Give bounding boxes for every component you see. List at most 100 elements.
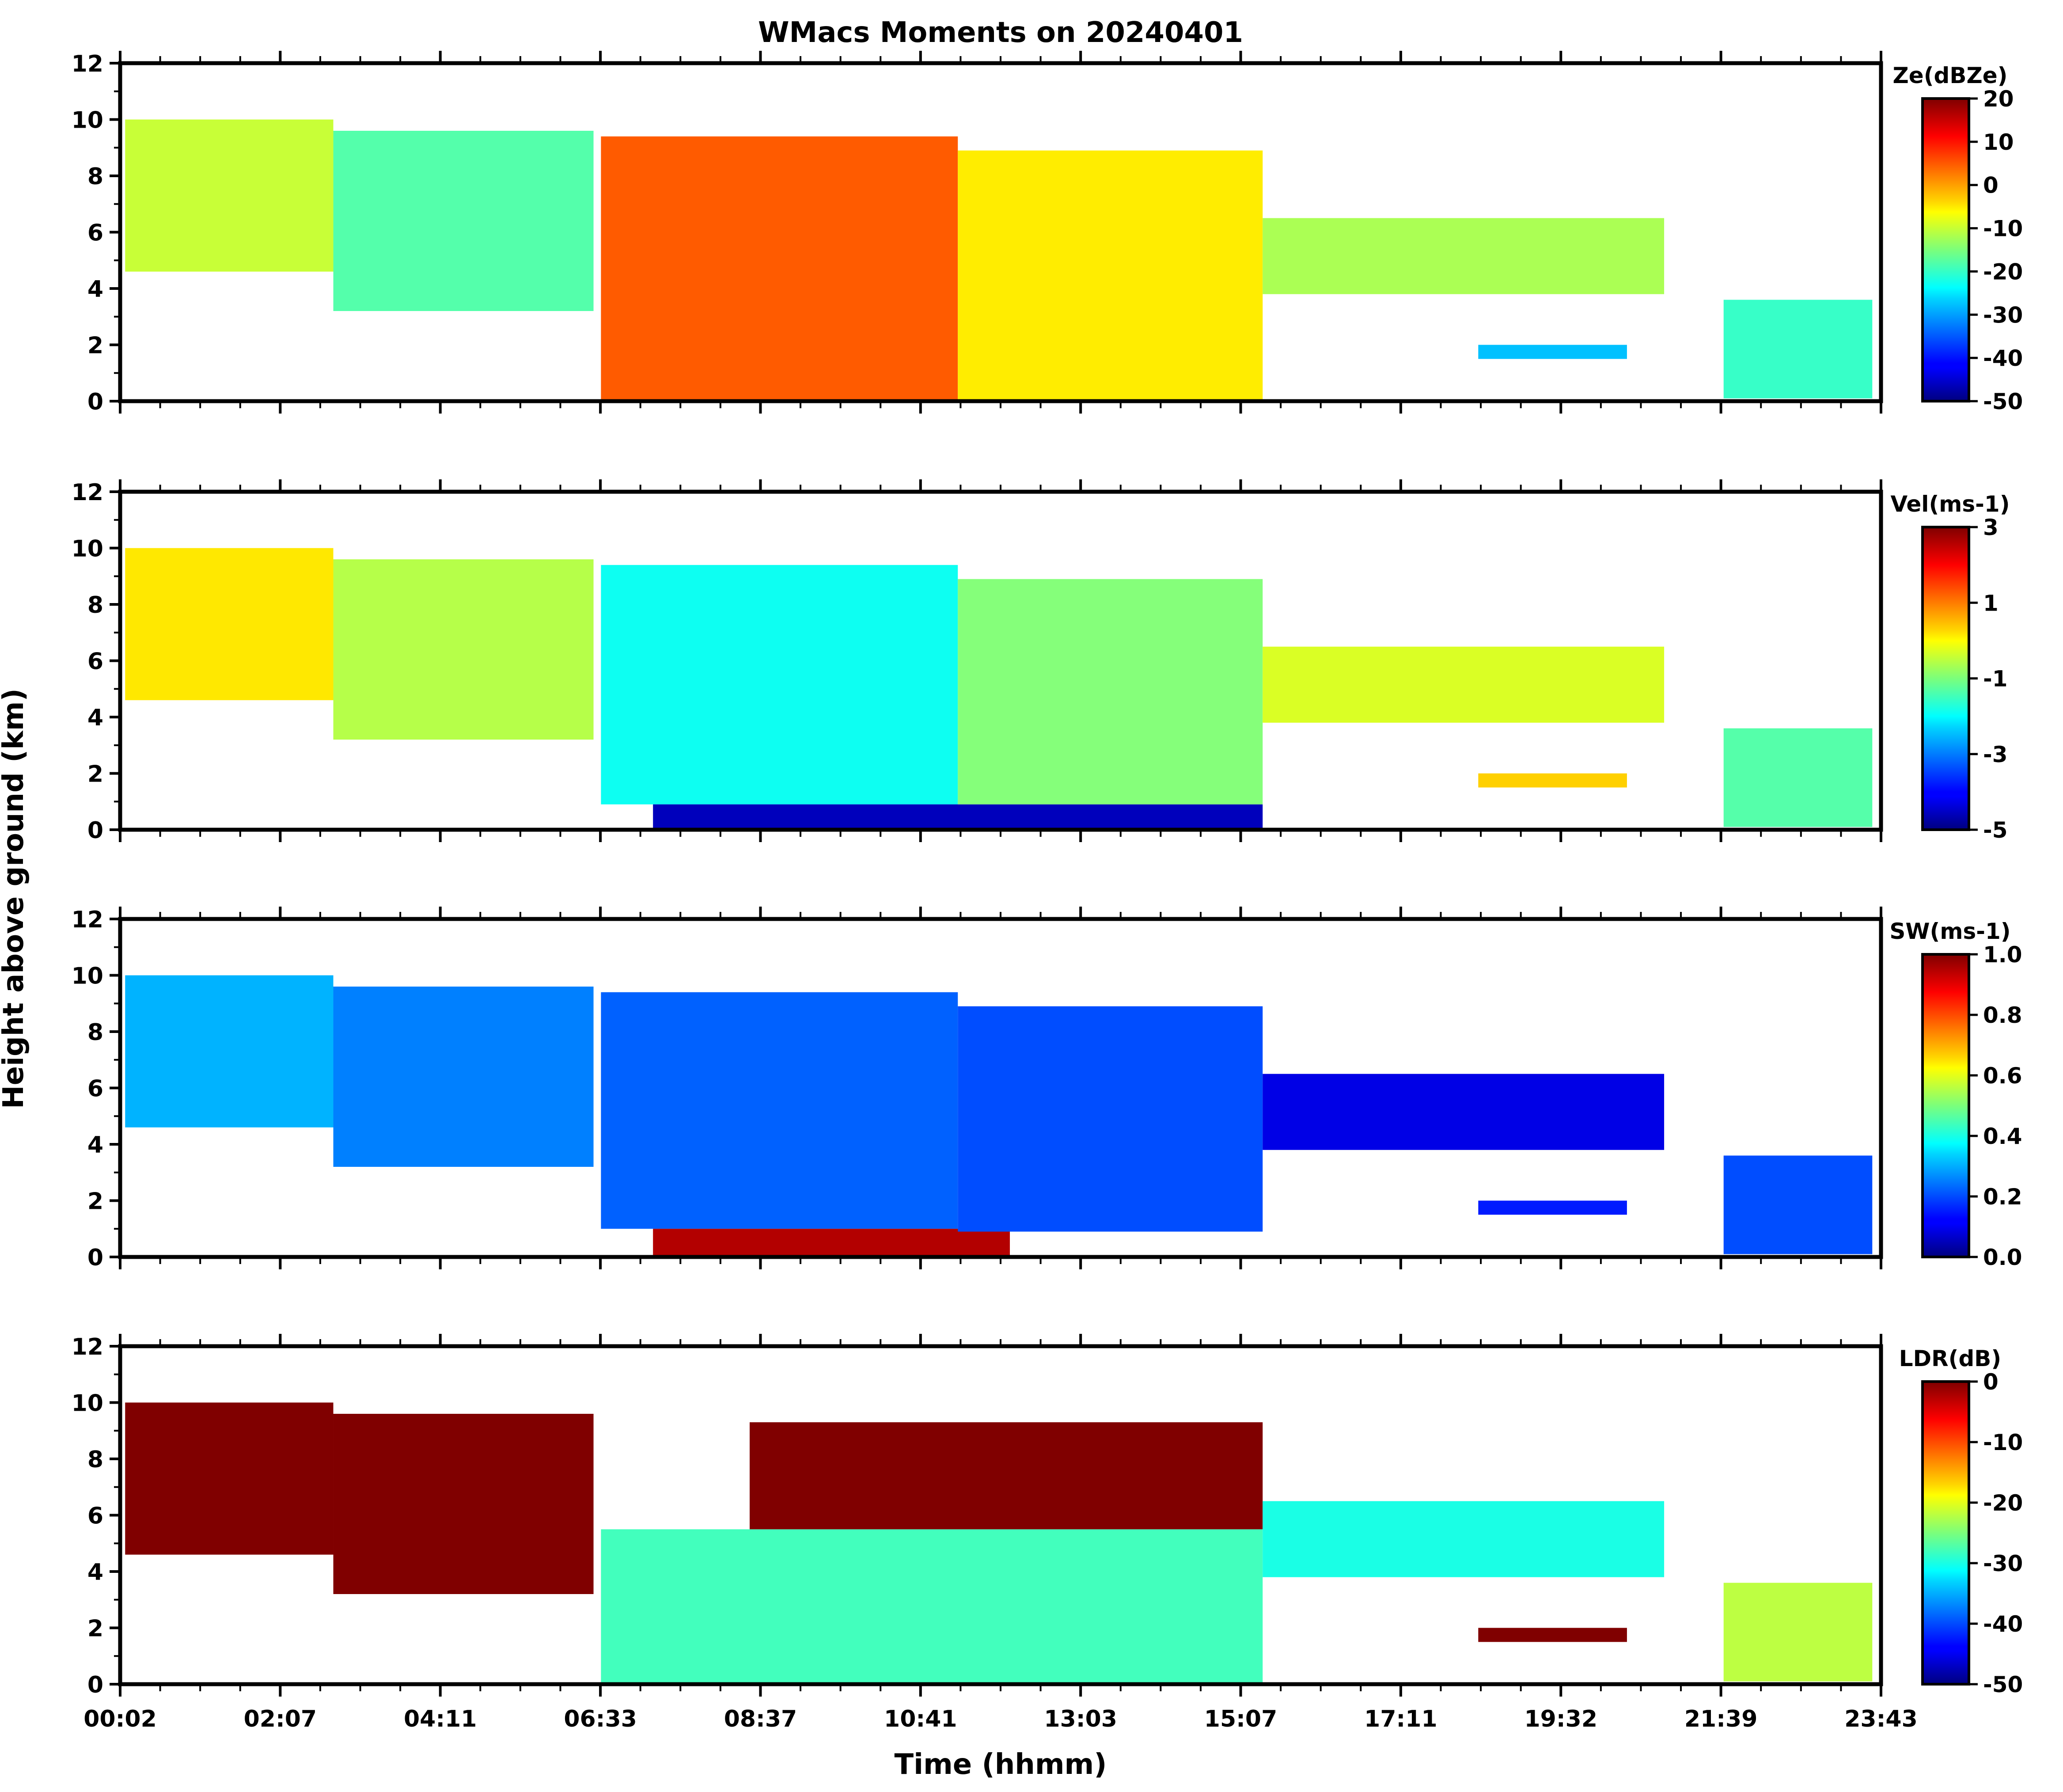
colorbar-tick-label-ldr-2: -20 <box>1983 1490 2023 1516</box>
y-tick-label-reflectivity-6: 6 <box>87 220 103 247</box>
cloud-region-velocity-2 <box>601 565 958 805</box>
figure-title: WMacs Moments on 20240401 <box>758 16 1243 49</box>
y-tick-label-reflectivity-8: 8 <box>87 163 103 190</box>
cloud-region-ldr-2 <box>601 1529 1263 1684</box>
x-tick-label-7: 15:07 <box>1204 1706 1278 1732</box>
colorbar-tick-label-reflectivity-6: -40 <box>1983 345 2023 371</box>
colorbar-tick-label-reflectivity-5: -30 <box>1983 302 2023 328</box>
y-tick-label-spectral_width-0: 0 <box>87 1245 103 1271</box>
colorbar-label-velocity: Vel(ms-1) <box>1890 491 2010 517</box>
colorbar-velocity: Vel(ms-1)3 1 -1 -3 -5 <box>1890 491 2010 843</box>
cloud-region-reflectivity-5 <box>1478 345 1627 359</box>
colorbar-ldr: LDR(dB)0 -10 -20 -30 -40 -50 <box>1899 1346 2023 1697</box>
cloud-region-spectral_width-6 <box>1478 1200 1627 1215</box>
colorbar-gradient-ldr <box>1921 1380 1970 1686</box>
cloud-region-velocity-7 <box>1723 728 1873 827</box>
x-tick-label-0: 00:02 <box>83 1706 157 1732</box>
cloud-region-spectral_width-4 <box>958 1006 1263 1232</box>
y-tick-label-reflectivity-2: 2 <box>87 333 103 359</box>
y-tick-label-reflectivity-0: 0 <box>87 389 103 415</box>
y-tick-label-spectral_width-2: 2 <box>87 1188 103 1215</box>
cloud-region-velocity-0 <box>125 548 334 700</box>
cloud-region-ldr-3 <box>749 1422 1263 1530</box>
y-tick-label-ldr-12: 12 <box>72 1334 103 1360</box>
y-tick-label-ldr-2: 2 <box>87 1616 103 1642</box>
colorbar-tick-label-spectral_width-1: 0.8 <box>1983 1002 2022 1028</box>
cloud-region-ldr-6 <box>1723 1583 1873 1682</box>
colorbar-label-reflectivity: Ze(dBZe) <box>1893 63 2008 88</box>
y-tick-label-spectral_width-6: 6 <box>87 1076 103 1102</box>
y-tick-label-ldr-4: 4 <box>87 1559 103 1586</box>
cloud-region-reflectivity-6 <box>1723 300 1873 399</box>
colorbar-gradient-velocity <box>1921 526 1970 831</box>
cloud-region-reflectivity-4 <box>1263 218 1665 294</box>
cloud-region-reflectivity-1 <box>333 131 594 311</box>
x-tick-label-5: 10:41 <box>884 1706 957 1732</box>
y-tick-label-velocity-8: 8 <box>87 592 103 619</box>
y-tick-label-ldr-10: 10 <box>72 1390 103 1417</box>
panel-ldr: 0 2 4 6 8 10 12 00:02 02:07 04:11 06:33 08:37 10:41 1… <box>72 1334 2023 1732</box>
x-tick-label-10: 21:39 <box>1684 1706 1758 1732</box>
cloud-region-spectral_width-7 <box>1723 1155 1873 1254</box>
panel-velocity: 0 2 4 6 8 10 12 Vel(ms-1)3 1 -1 -3 -5 <box>72 479 2010 844</box>
y-tick-label-ldr-0: 0 <box>87 1672 103 1698</box>
x-axis-label: Time (hhmm) <box>895 1748 1107 1781</box>
colorbar-tick-label-ldr-1: -10 <box>1983 1430 2023 1455</box>
cloud-region-reflectivity-2 <box>601 136 958 401</box>
y-tick-label-ldr-6: 6 <box>87 1503 103 1530</box>
cloud-region-reflectivity-0 <box>125 119 334 272</box>
colorbar-spectral_width: SW(ms-1)1.0 0.8 0.6 0.4 0.2 0.0 <box>1889 919 2022 1270</box>
colorbar-tick-label-reflectivity-2: 0 <box>1983 173 1999 198</box>
colorbar-tick-label-reflectivity-7: -50 <box>1983 389 2023 414</box>
colorbar-tick-label-velocity-3: -3 <box>1983 742 2008 767</box>
y-axis-label: Height above ground (km) <box>0 688 30 1109</box>
colorbar-tick-label-spectral_width-0: 1.0 <box>1983 942 2022 968</box>
x-tick-label-1: 02:07 <box>244 1706 317 1732</box>
x-tick-label-8: 17:11 <box>1364 1706 1437 1732</box>
cloud-region-velocity-4 <box>958 579 1263 805</box>
colorbar-tick-label-spectral_width-4: 0.2 <box>1983 1184 2022 1210</box>
y-tick-label-ldr-8: 8 <box>87 1447 103 1473</box>
y-tick-label-reflectivity-10: 10 <box>72 107 103 134</box>
x-tick-label-2: 04:11 <box>404 1706 477 1732</box>
y-tick-label-reflectivity-12: 12 <box>72 51 103 77</box>
cloud-region-spectral_width-3 <box>653 1229 1010 1257</box>
y-tick-label-spectral_width-10: 10 <box>72 963 103 990</box>
colorbar-tick-label-spectral_width-2: 0.6 <box>1983 1063 2022 1089</box>
colorbar-tick-label-velocity-4: -5 <box>1983 817 2008 843</box>
y-tick-label-velocity-12: 12 <box>72 479 103 506</box>
colorbar-tick-label-reflectivity-4: -20 <box>1983 259 2023 285</box>
cloud-region-ldr-0 <box>125 1402 334 1555</box>
colorbar-tick-label-ldr-5: -50 <box>1983 1672 2023 1697</box>
cloud-region-velocity-3 <box>653 804 1263 830</box>
cloud-region-velocity-1 <box>333 559 594 740</box>
x-tick-label-4: 08:37 <box>724 1706 797 1732</box>
cloud-region-reflectivity-3 <box>958 150 1263 401</box>
cloud-region-ldr-4 <box>1263 1501 1665 1577</box>
colorbar-tick-label-ldr-4: -40 <box>1983 1611 2023 1637</box>
y-tick-label-spectral_width-12: 12 <box>72 907 103 933</box>
y-tick-label-velocity-10: 10 <box>72 536 103 562</box>
x-tick-label-3: 06:33 <box>564 1706 637 1732</box>
panel-spectral_width: 0 2 4 6 8 10 12 SW(ms-1)1.0 0.8 0.6 0.4 0.2 0.0 <box>72 907 2022 1271</box>
colorbar-reflectivity: Ze(dBZe)20 10 0 -10 -20 -30 -40 -50 <box>1893 63 2023 414</box>
cloud-region-spectral_width-5 <box>1263 1074 1665 1150</box>
cloud-region-spectral_width-1 <box>333 987 594 1167</box>
colorbar-tick-label-spectral_width-3: 0.4 <box>1983 1124 2022 1149</box>
colorbar-tick-label-ldr-3: -30 <box>1983 1551 2023 1576</box>
cloud-region-velocity-5 <box>1263 646 1665 723</box>
y-tick-label-velocity-6: 6 <box>87 649 103 675</box>
cloud-region-ldr-1 <box>333 1414 594 1594</box>
y-tick-label-spectral_width-4: 4 <box>87 1132 103 1158</box>
y-tick-label-spectral_width-8: 8 <box>87 1019 103 1046</box>
colorbar-gradient-reflectivity <box>1921 97 1970 402</box>
panel-reflectivity: 0 2 4 6 8 10 12 Ze(dBZe)20 10 0 -10 -20 -30 -40 -50 <box>72 51 2023 415</box>
cloud-region-spectral_width-2 <box>601 992 958 1229</box>
colorbar-gradient-spectral_width <box>1921 953 1970 1258</box>
colorbar-tick-label-reflectivity-0: 20 <box>1983 86 2014 112</box>
colorbar-tick-label-velocity-1: 1 <box>1983 590 1999 616</box>
colorbar-label-spectral_width: SW(ms-1) <box>1889 919 2010 944</box>
colorbar-tick-label-velocity-2: -1 <box>1983 666 2008 692</box>
